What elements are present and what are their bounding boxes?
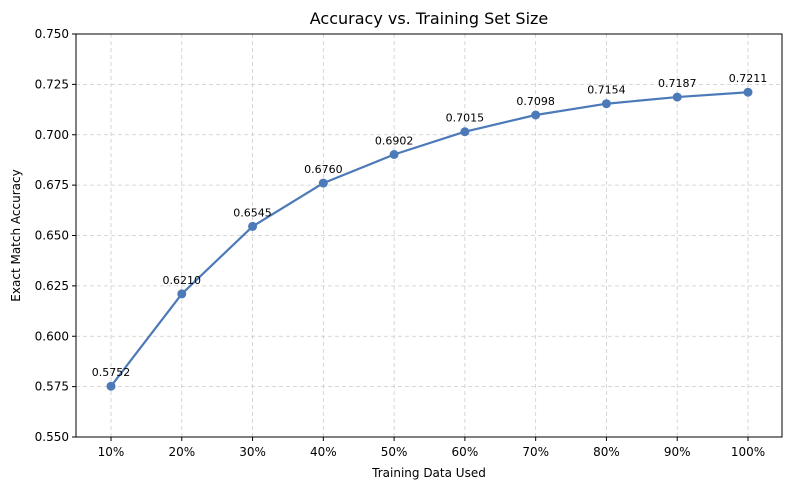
data-label: 0.7015	[446, 112, 485, 125]
data-label: 0.7211	[729, 72, 768, 85]
x-axis-ticks: 10% 20% 30% 40% 50% 60% 70% 80% 90% 100%	[98, 437, 765, 459]
y-axis-ticks: 0.550 0.575 0.600 0.625 0.650 0.675 0.700 0.725…	[35, 27, 76, 444]
data-point	[389, 149, 399, 159]
data-points-group	[106, 87, 753, 391]
x-tick-label: 50%	[381, 445, 408, 459]
x-tick-label: 40%	[310, 445, 337, 459]
series-line	[110, 91, 749, 387]
data-point	[743, 87, 753, 97]
data-point	[318, 178, 328, 188]
y-tick-label: 0.675	[35, 178, 69, 192]
y-tick-label: 0.725	[35, 77, 69, 91]
data-point	[248, 221, 258, 231]
data-point	[672, 92, 682, 102]
y-tick-label: 0.700	[35, 128, 69, 142]
x-tick-label: 20%	[168, 445, 195, 459]
x-axis-label: Training Data Used	[371, 466, 486, 480]
data-point	[531, 110, 541, 120]
x-tick-label: 80%	[593, 445, 620, 459]
data-label: 0.6902	[375, 134, 414, 147]
y-axis-label: Exact Match Accuracy	[9, 169, 23, 301]
data-label: 0.7187	[658, 77, 697, 90]
x-tick-label: 60%	[452, 445, 479, 459]
data-point	[177, 289, 187, 299]
x-tick-label: 30%	[239, 445, 266, 459]
y-tick-label: 0.625	[35, 279, 69, 293]
data-point	[106, 381, 116, 391]
data-label: 0.6760	[304, 163, 343, 176]
x-tick-label: 70%	[522, 445, 549, 459]
data-label: 0.5752	[92, 366, 131, 379]
data-label: 0.7098	[516, 95, 555, 108]
chart-title: Accuracy vs. Training Set Size	[310, 9, 549, 28]
data-label: 0.7154	[587, 84, 626, 97]
data-label: 0.6545	[233, 206, 272, 219]
data-point	[460, 127, 470, 137]
y-tick-label: 0.550	[35, 430, 69, 444]
data-label: 0.6210	[163, 274, 202, 287]
y-tick-label: 0.575	[35, 380, 69, 394]
x-tick-label: 90%	[664, 445, 691, 459]
x-tick-label: 10%	[98, 445, 125, 459]
series-line-group	[110, 91, 749, 387]
y-tick-label: 0.750	[35, 27, 69, 41]
data-point	[601, 99, 611, 109]
x-tick-label: 100%	[731, 445, 765, 459]
data-labels-group: 0.5752 0.6210 0.6545 0.6760 0.6902 0.7015 0.70…	[92, 72, 768, 379]
y-tick-label: 0.600	[35, 329, 69, 343]
y-tick-label: 0.650	[35, 229, 69, 243]
